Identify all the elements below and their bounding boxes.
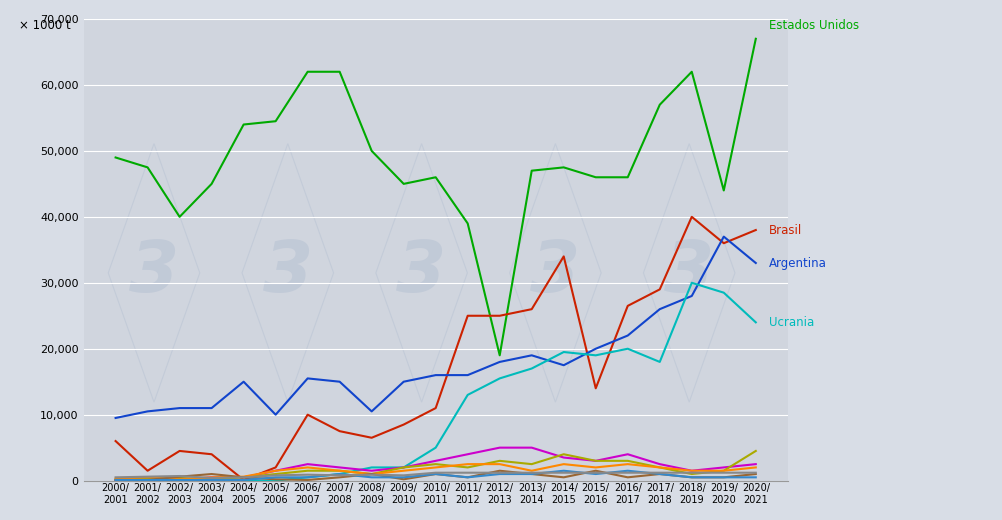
- Text: 3: 3: [129, 238, 179, 307]
- Text: 3: 3: [664, 238, 714, 307]
- Text: 3: 3: [263, 238, 313, 307]
- Y-axis label: × 1000 t: × 1000 t: [19, 19, 71, 32]
- Text: Estados Unidos: Estados Unidos: [769, 19, 859, 32]
- Text: Argentina: Argentina: [769, 256, 827, 269]
- Text: Ucrania: Ucrania: [769, 316, 814, 329]
- Text: 3: 3: [397, 238, 447, 307]
- Text: Brasil: Brasil: [769, 224, 802, 237]
- Text: 3: 3: [530, 238, 580, 307]
